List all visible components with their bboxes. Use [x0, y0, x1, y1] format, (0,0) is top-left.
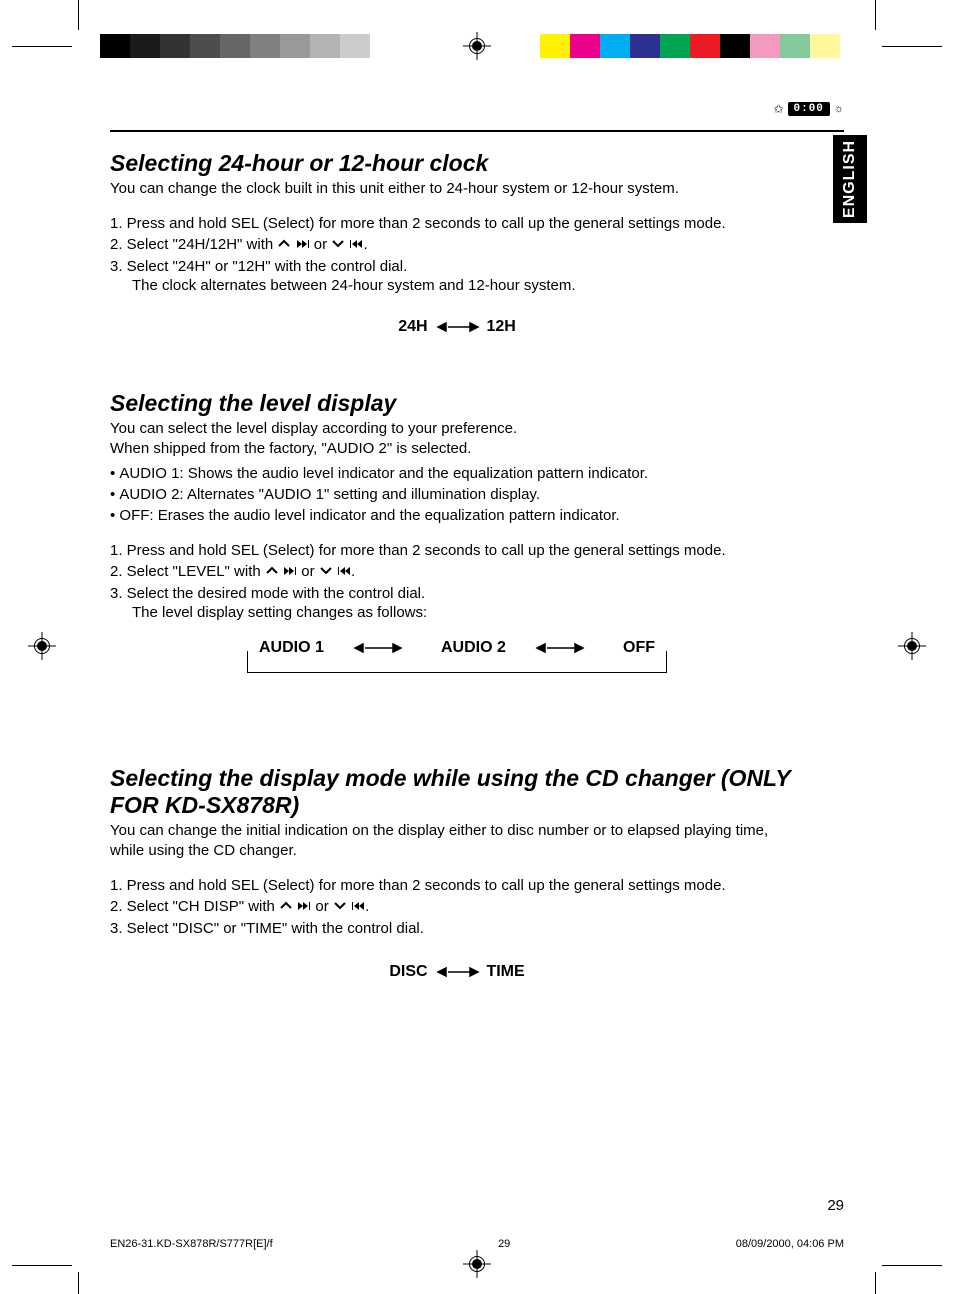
bullet-item: AUDIO 1: Shows the audio level indicator… [110, 463, 804, 484]
crop-mark [12, 46, 72, 47]
next-track-icon [297, 897, 311, 918]
step-item: 2. Select "24H/12H" with or . [110, 234, 804, 256]
page-content-area: ✩ 0:00 ☼ ENGLISH Selecting 24-hour or 12… [110, 100, 844, 1214]
registration-mark [463, 1250, 491, 1278]
section-intro: You can select the level display accordi… [110, 419, 804, 439]
section-intro: You can change the clock built in this u… [110, 179, 804, 199]
double-arrow-icon [436, 321, 478, 333]
registration-mark [463, 32, 491, 60]
prev-track-icon [351, 897, 365, 918]
footer-left: EN26-31.KD-SX878R/S777R[E]/f [110, 1238, 273, 1250]
prev-track-icon [337, 562, 351, 583]
header-badge: ✩ 0:00 ☼ [773, 102, 844, 116]
star-icon: ✩ [773, 102, 783, 116]
prev-track-icon [349, 235, 363, 256]
step-item: 1. Press and hold SEL (Select) for more … [110, 213, 804, 234]
crop-mark [12, 1265, 72, 1266]
chevron-up-icon [265, 562, 279, 583]
crop-mark [882, 1265, 942, 1266]
step-item: 2. Select "CH DISP" with or . [110, 896, 804, 918]
section-intro: When shipped from the factory, "AUDIO 2"… [110, 439, 804, 459]
step-sub: The level display setting changes as fol… [110, 604, 804, 621]
crop-mark [78, 1272, 79, 1294]
toggle-indicator: DISC TIME [110, 963, 804, 981]
crop-mark [78, 0, 79, 30]
section-title: Selecting the display mode while using t… [110, 765, 804, 819]
section-intro: You can change the initial indication on… [110, 821, 804, 862]
next-track-icon [283, 562, 297, 583]
chevron-down-icon [333, 897, 347, 918]
step-sub: The clock alternates between 24-hour sys… [110, 277, 804, 294]
print-footer: EN26-31.KD-SX878R/S777R[E]/f 29 08/09/20… [110, 1238, 844, 1250]
crop-mark [875, 0, 876, 30]
double-arrow-icon [436, 966, 478, 978]
bullet-item: OFF: Erases the audio level indicator an… [110, 505, 804, 526]
section-title: Selecting the level display [110, 390, 804, 417]
chevron-down-icon [331, 235, 345, 256]
chevron-up-icon [279, 897, 293, 918]
sun-icon: ☼ [834, 103, 844, 115]
cycle-indicator: AUDIO 1 AUDIO 2 OFF [257, 639, 657, 685]
step-item: 3. Select the desired mode with the cont… [110, 583, 804, 604]
header-rule [110, 130, 844, 132]
clock-lcd: 0:00 [788, 102, 830, 116]
registration-mark [28, 632, 56, 660]
next-track-icon [296, 235, 310, 256]
language-tab: ENGLISH [833, 135, 867, 223]
step-item: 2. Select "LEVEL" with or . [110, 561, 804, 583]
step-item: 3. Select "24H" or "12H" with the contro… [110, 256, 804, 277]
bullet-item: AUDIO 2: Alternates "AUDIO 1" setting an… [110, 484, 804, 505]
page-number: 29 [827, 1197, 844, 1214]
chevron-up-icon [277, 235, 291, 256]
registration-mark [898, 632, 926, 660]
footer-right: 08/09/2000, 04:06 PM [736, 1238, 844, 1250]
footer-center: 29 [498, 1238, 510, 1250]
toggle-indicator: 24H 12H [110, 318, 804, 336]
step-item: 1. Press and hold SEL (Select) for more … [110, 875, 804, 896]
section-title: Selecting 24-hour or 12-hour clock [110, 150, 804, 177]
chevron-down-icon [319, 562, 333, 583]
crop-mark [875, 1272, 876, 1294]
step-item: 3. Select "DISC" or "TIME" with the cont… [110, 918, 804, 939]
step-item: 1. Press and hold SEL (Select) for more … [110, 540, 804, 561]
crop-mark [882, 46, 942, 47]
